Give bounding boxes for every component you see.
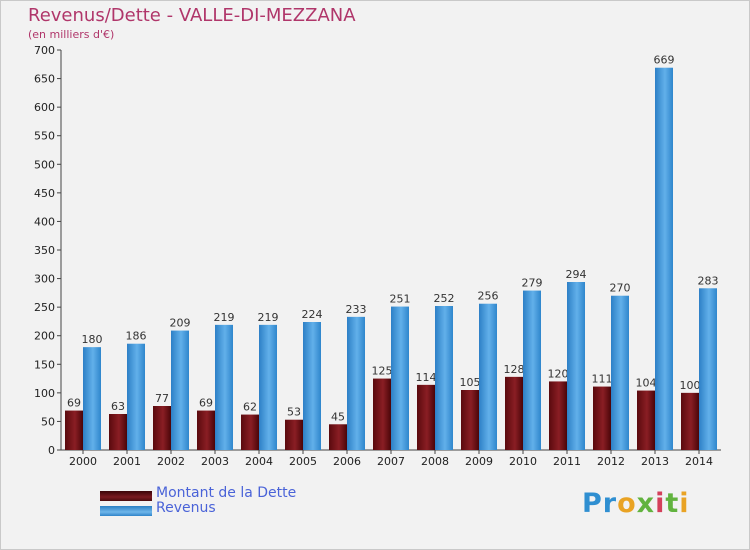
bar-revenus xyxy=(347,316,365,450)
legend-swatch-dette xyxy=(100,491,152,501)
bar-revenus xyxy=(655,67,673,450)
x-tick-label: 2013 xyxy=(641,455,669,468)
y-tick-label: 300 xyxy=(34,273,55,286)
data-label-revenus: 270 xyxy=(610,282,631,295)
data-label-revenus: 669 xyxy=(654,54,675,67)
data-label-dette: 128 xyxy=(504,363,525,376)
bar-revenus xyxy=(127,343,145,450)
x-tick-label: 2005 xyxy=(289,455,317,468)
legend-label-revenus: Revenus xyxy=(156,500,216,516)
chart-subtitle: (en milliers d'€) xyxy=(28,28,115,41)
legend-label-dette: Montant de la Dette xyxy=(156,485,297,501)
x-tick-label: 2008 xyxy=(421,455,449,468)
y-tick-label: 700 xyxy=(34,44,55,57)
data-label-revenus: 279 xyxy=(522,277,543,290)
x-tick-label: 2002 xyxy=(157,455,185,468)
bar-revenus xyxy=(699,288,717,450)
y-tick-label: 50 xyxy=(41,415,55,428)
proxiti-logo: Proxiti xyxy=(582,488,690,519)
x-tick-label: 2003 xyxy=(201,455,229,468)
y-tick-label: 650 xyxy=(34,73,55,86)
data-label-dette: 77 xyxy=(155,392,169,405)
data-label-dette: 114 xyxy=(416,371,437,384)
data-label-dette: 62 xyxy=(243,401,257,414)
data-label-revenus: 252 xyxy=(434,292,455,305)
bar-dette xyxy=(329,424,347,450)
data-label-dette: 53 xyxy=(287,406,301,419)
data-label-dette: 104 xyxy=(636,377,657,390)
data-label-revenus: 283 xyxy=(698,274,719,287)
data-label-dette: 111 xyxy=(592,373,613,386)
bar-dette xyxy=(197,410,215,450)
bar-dette xyxy=(637,390,655,450)
data-label-revenus: 251 xyxy=(390,293,411,306)
x-tick-label: 2011 xyxy=(553,455,581,468)
bar-revenus xyxy=(215,324,233,450)
bar-dette xyxy=(461,390,479,450)
bar-dette xyxy=(549,381,567,450)
x-tick-label: 2001 xyxy=(113,455,141,468)
bar-revenus xyxy=(83,347,101,450)
y-tick-label: 100 xyxy=(34,387,55,400)
data-label-revenus: 186 xyxy=(126,330,147,343)
bar-revenus xyxy=(259,324,277,450)
y-tick-label: 600 xyxy=(34,101,55,114)
bar-dette xyxy=(681,392,699,450)
data-label-dette: 105 xyxy=(460,376,481,389)
data-label-revenus: 219 xyxy=(258,311,279,324)
bar-dette xyxy=(593,386,611,450)
x-tick-label: 2010 xyxy=(509,455,537,468)
bar-revenus xyxy=(171,330,189,450)
x-tick-label: 2007 xyxy=(377,455,405,468)
bar-dette xyxy=(417,384,435,450)
bar-revenus xyxy=(567,282,585,450)
y-tick-label: 0 xyxy=(48,444,55,457)
bar-revenus xyxy=(479,303,497,450)
data-label-dette: 45 xyxy=(331,410,345,423)
y-tick-label: 250 xyxy=(34,301,55,314)
data-label-dette: 69 xyxy=(67,397,81,410)
bar-dette xyxy=(153,406,171,450)
data-label-dette: 63 xyxy=(111,400,125,413)
y-tick-label: 150 xyxy=(34,358,55,371)
data-label-revenus: 224 xyxy=(302,308,323,321)
y-tick-label: 550 xyxy=(34,130,55,143)
legend-swatch-revenus xyxy=(100,506,152,516)
data-label-revenus: 180 xyxy=(82,333,103,346)
chart-title: Revenus/Dette - VALLE-DI-MEZZANA xyxy=(28,5,356,26)
data-label-revenus: 219 xyxy=(214,311,235,324)
y-tick-label: 450 xyxy=(34,187,55,200)
bar-dette xyxy=(241,414,259,450)
y-tick-label: 200 xyxy=(34,330,55,343)
bar-revenus xyxy=(435,306,453,450)
data-label-dette: 120 xyxy=(548,367,569,380)
x-tick-label: 2006 xyxy=(333,455,361,468)
bar-dette xyxy=(65,410,83,450)
x-tick-label: 2000 xyxy=(69,455,97,468)
bar-dette xyxy=(109,414,127,450)
bar-revenus xyxy=(611,295,629,450)
data-label-revenus: 233 xyxy=(346,303,367,316)
data-label-revenus: 209 xyxy=(170,317,191,330)
bar-dette xyxy=(285,419,303,450)
data-label-revenus: 256 xyxy=(478,290,499,303)
y-tick-label: 500 xyxy=(34,158,55,171)
data-label-dette: 125 xyxy=(372,365,393,378)
x-tick-label: 2004 xyxy=(245,455,273,468)
bar-revenus xyxy=(523,290,541,450)
data-label-dette: 69 xyxy=(199,397,213,410)
y-tick-label: 400 xyxy=(34,215,55,228)
y-tick-label: 350 xyxy=(34,244,55,257)
bar-revenus xyxy=(303,322,321,450)
x-tick-label: 2009 xyxy=(465,455,493,468)
x-tick-label: 2012 xyxy=(597,455,625,468)
bar-revenus xyxy=(391,306,409,450)
x-tick-label: 2014 xyxy=(685,455,713,468)
bar-dette xyxy=(373,378,391,450)
data-label-dette: 100 xyxy=(680,379,701,392)
bar-dette xyxy=(505,376,523,450)
data-label-revenus: 294 xyxy=(566,268,587,281)
